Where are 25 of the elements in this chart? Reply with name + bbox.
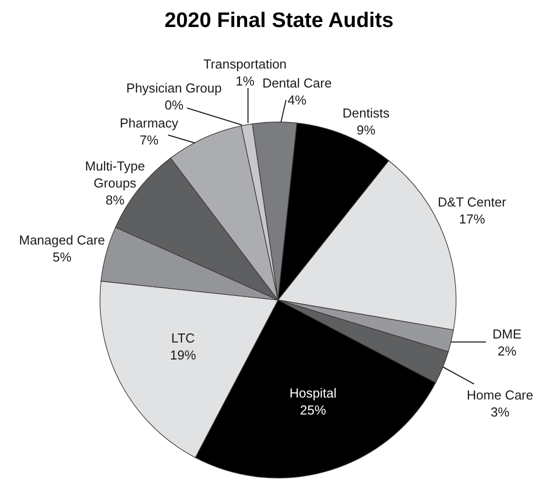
data-label: 25% bbox=[300, 402, 326, 418]
text: 0% bbox=[164, 98, 184, 113]
slice-label: Pharmacy bbox=[120, 116, 179, 131]
slice-label: Managed Care bbox=[19, 232, 105, 248]
data-label: 1% bbox=[236, 74, 255, 89]
chart-title: 2020 Final State Audits bbox=[164, 9, 394, 32]
data-label: 3% bbox=[490, 404, 510, 420]
data-label: 19% bbox=[170, 348, 196, 363]
slice-label: Dentists bbox=[342, 106, 390, 121]
data-label: 7% bbox=[140, 132, 159, 148]
slice-label: Multi-Type Groups bbox=[85, 158, 145, 191]
slice-label: Dental Care bbox=[262, 76, 332, 91]
data-label: 17% bbox=[458, 212, 486, 227]
category-label: Physician Group bbox=[126, 80, 222, 96]
slice-label: LTC bbox=[171, 330, 195, 346]
data-label: 4% bbox=[288, 92, 307, 108]
data-label: 2% bbox=[498, 344, 517, 359]
data-label: 8% bbox=[106, 192, 125, 208]
data-label: 5% bbox=[52, 250, 72, 265]
slice-label: Hospital bbox=[290, 386, 337, 401]
slice-label: DME bbox=[492, 326, 522, 342]
slice-label: Home Care bbox=[466, 388, 534, 403]
slice-label: D&T Center bbox=[438, 194, 507, 210]
data-label: 9% bbox=[356, 122, 376, 138]
slice-label: Transportation bbox=[203, 56, 287, 72]
